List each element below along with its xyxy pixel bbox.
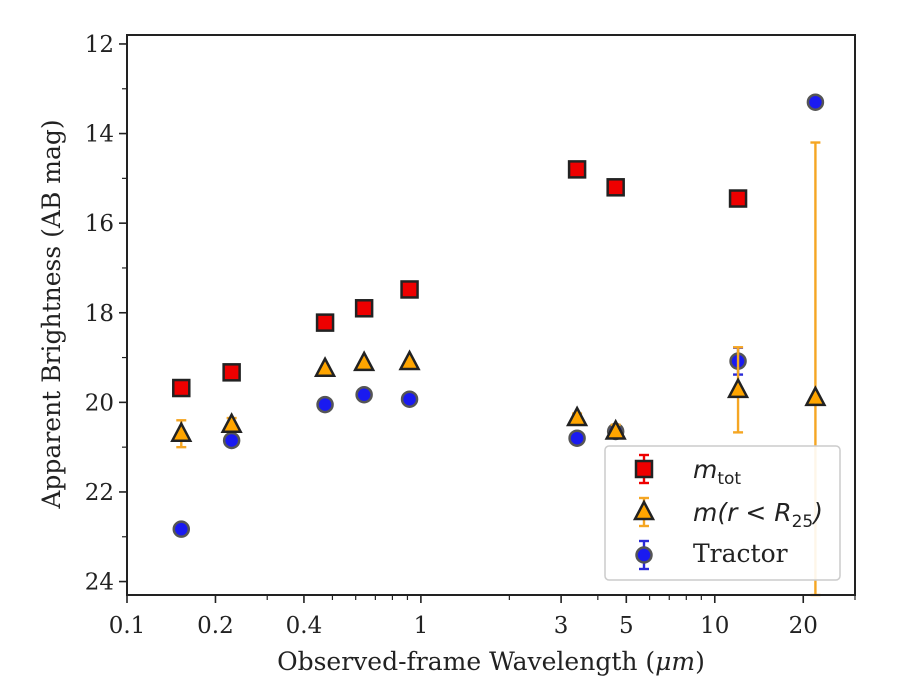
y-tick-label: 20 [85,390,114,416]
x-tick-label: 0.1 [109,613,146,639]
mtot-marker [354,299,374,318]
tractor-marker [806,93,825,111]
mr25-marker [398,349,421,371]
y-tick-label: 22 [85,480,114,506]
mtot-marker [400,280,419,299]
mtot-marker [172,378,191,398]
legend-label-mtot: mtot [693,455,741,489]
legend-tractor-marker [635,546,653,564]
legend-entry-mr25 [632,496,656,528]
x-tick-label: 5 [619,613,634,639]
y-tick-label: 18 [85,301,114,327]
series-mr25 [170,141,827,597]
x-tick-label: 0.2 [197,613,234,639]
tractor-marker [316,395,334,414]
legend-entry-tractor [635,539,653,571]
mr25-marker [170,421,193,442]
legend: mtot m(r < R25) Tractor [604,445,841,581]
legend-mr25-marker [632,499,656,521]
tractor-marker [222,431,241,450]
tractor-marker [172,520,191,538]
mtot-marker [606,178,625,197]
x-tick-label: 0.4 [286,613,323,639]
y-tick-label: 12 [85,32,114,58]
series-mtot [172,160,748,398]
legend-mtot-marker [634,459,654,479]
x-tick-label: 10 [700,613,729,639]
y-tick-label: 14 [85,122,114,148]
mr25-marker [604,418,627,440]
tractor-marker [400,390,419,408]
mtot-marker [567,160,587,179]
x-tick-label: 3 [554,613,569,639]
x-tick-label: 1 [414,613,429,639]
mr25-marker [726,377,750,399]
y-tick-label: 16 [85,211,114,237]
x-axis-label: Observed-frame Wavelength (μm) [277,647,705,676]
legend-box [604,445,841,581]
y-axis-label: Apparent Brightness (AB mag) [37,119,66,509]
mtot-marker [315,313,335,332]
x-tick-label: 20 [789,613,818,639]
mr25-marker [220,412,243,434]
tractor-marker [568,429,586,447]
legend-label-tractor: Tractor [693,539,788,568]
tick-labels: 0.1 0.2 0.4 1 3 5 10 20 12 14 16 18 20 22 24 [85,32,818,639]
y-tick-label: 24 [85,570,114,596]
data-points [170,93,827,597]
tractor-marker [355,385,373,404]
mr25-marker [353,350,376,372]
legend-entry-mtot [634,453,654,485]
mr25-marker [566,405,589,427]
plot-frame [126,34,856,596]
mr25-marker [804,385,827,407]
mtot-marker [728,189,748,208]
mtot-marker [222,363,241,382]
mr25-marker [313,356,337,378]
legend-label-mr25: m(r < R25) [693,498,823,532]
